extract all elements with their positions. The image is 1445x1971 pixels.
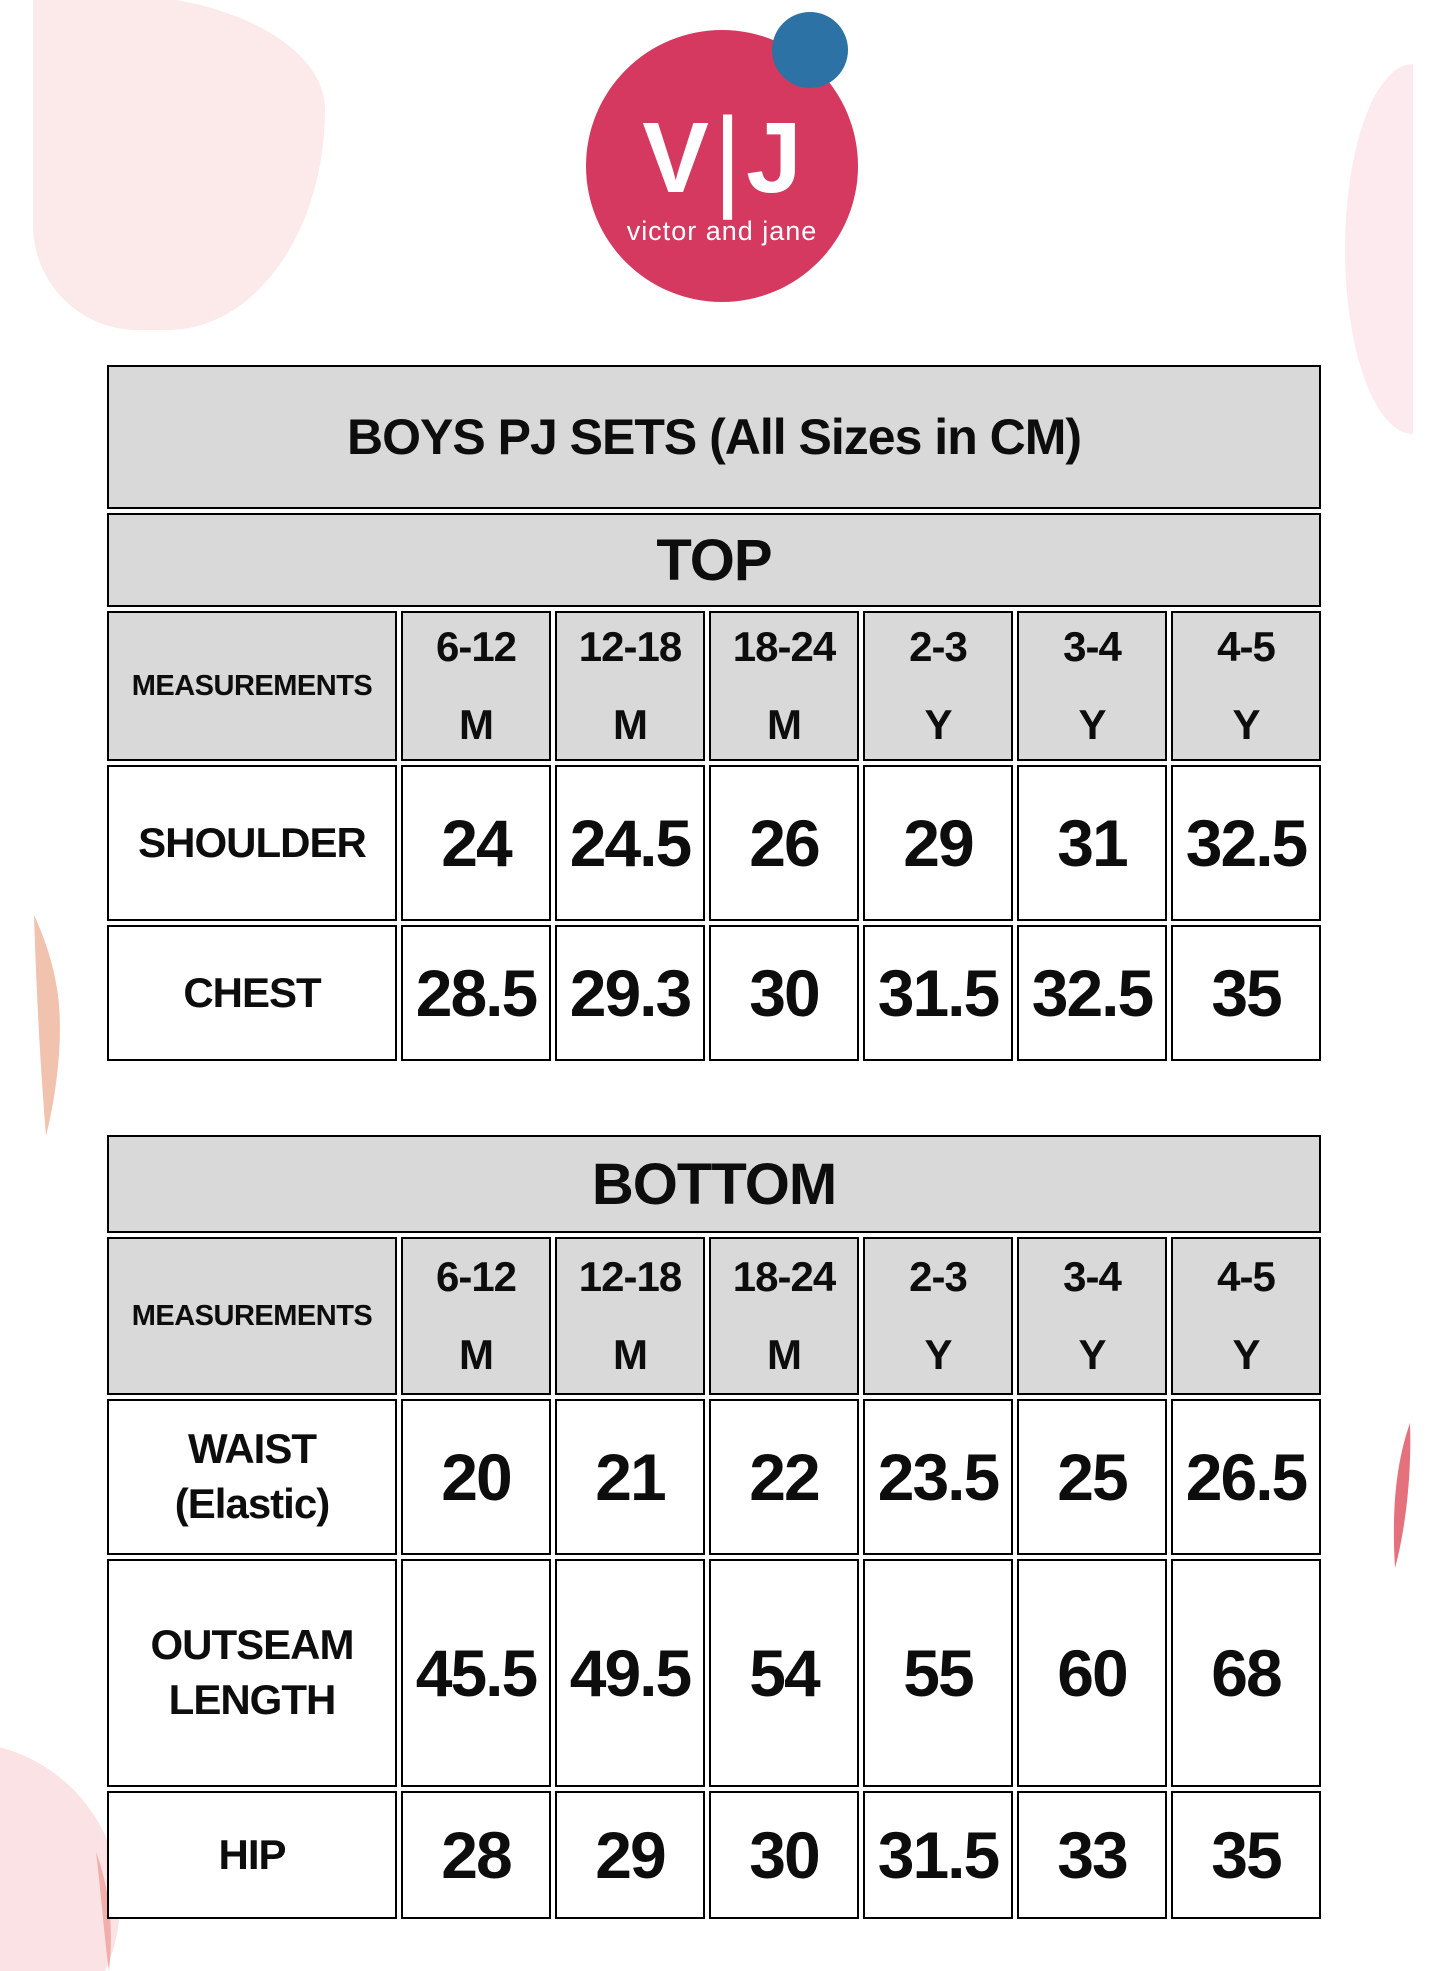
section-header-bottom: BOTTOM — [107, 1135, 1322, 1233]
size-table-top: BOYS PJ SETS (All Sizes in CM) TOP MEASU… — [103, 361, 1325, 1065]
table-row: OUTSEAM LENGTH 45.5 49.5 54 55 60 68 — [107, 1559, 1322, 1787]
column-header: 3-4 Y — [1017, 611, 1167, 761]
size-value: 24 — [401, 765, 551, 921]
size-value: 35 — [1171, 925, 1322, 1061]
table-row: CHEST 28.5 29.3 30 31.5 32.5 35 — [107, 925, 1322, 1061]
size-table-bottom: BOTTOM MEASUREMENTS 6-12 M 12-18 M 18-24 M … — [103, 1131, 1325, 1923]
size-value: 30 — [709, 1791, 859, 1919]
size-value: 60 — [1017, 1559, 1167, 1787]
section-header-top: TOP — [107, 513, 1322, 607]
monogram-v: V — [642, 102, 709, 214]
table-row: HIP 28 29 30 31.5 33 35 — [107, 1791, 1322, 1919]
size-value: 23.5 — [863, 1399, 1013, 1555]
salmon-crescent-left — [34, 915, 60, 1136]
size-value: 20 — [401, 1399, 551, 1555]
column-header: 4-5 Y — [1171, 611, 1322, 761]
column-header: 6-12 M — [401, 1237, 551, 1395]
column-header: 2-3 Y — [863, 1237, 1013, 1395]
row-label: CHEST — [107, 925, 397, 1061]
size-value: 28 — [401, 1791, 551, 1919]
column-header: 2-3 Y — [863, 611, 1013, 761]
size-value: 29 — [863, 765, 1013, 921]
size-value: 68 — [1171, 1559, 1322, 1787]
row-label: HIP — [107, 1791, 397, 1919]
column-header: 12-18 M — [555, 611, 705, 761]
pink-blob-top-left — [33, 0, 325, 330]
column-header: 18-24 M — [709, 1237, 859, 1395]
brand-logo: V|J victor and jane — [586, 12, 858, 302]
table-row: WAIST (Elastic) 20 21 22 23.5 25 26.5 — [107, 1399, 1322, 1555]
size-value: 24.5 — [555, 765, 705, 921]
size-value: 31.5 — [863, 1791, 1013, 1919]
logo-blue-dot — [772, 12, 848, 88]
size-value: 45.5 — [401, 1559, 551, 1787]
size-value: 22 — [709, 1399, 859, 1555]
measurements-label: MEASUREMENTS — [107, 611, 397, 761]
red-crescent-right — [1393, 1423, 1411, 1568]
size-value: 26.5 — [1171, 1399, 1322, 1555]
monogram-divider: | — [712, 95, 743, 220]
size-value: 31 — [1017, 765, 1167, 921]
size-value: 29.3 — [555, 925, 705, 1061]
measurements-label: MEASUREMENTS — [107, 1237, 397, 1395]
size-value: 55 — [863, 1559, 1013, 1787]
brand-name: victor and jane — [626, 216, 818, 246]
column-header: 12-18 M — [555, 1237, 705, 1395]
size-value: 21 — [555, 1399, 705, 1555]
size-value: 33 — [1017, 1791, 1167, 1919]
logo-monogram: V|J — [586, 88, 858, 220]
size-value: 26 — [709, 765, 859, 921]
size-value: 54 — [709, 1559, 859, 1787]
row-label: OUTSEAM LENGTH — [107, 1559, 397, 1787]
size-value: 28.5 — [401, 925, 551, 1061]
size-value: 30 — [709, 925, 859, 1061]
pink-circle-bottom-left — [0, 1742, 120, 1971]
column-header: 18-24 M — [709, 611, 859, 761]
size-value: 32.5 — [1171, 765, 1322, 921]
chart-title: BOYS PJ SETS (All Sizes in CM) — [107, 365, 1322, 509]
row-label: SHOULDER — [107, 765, 397, 921]
size-value: 31.5 — [863, 925, 1013, 1061]
row-label: WAIST (Elastic) — [107, 1399, 397, 1555]
size-value: 32.5 — [1017, 925, 1167, 1061]
size-value: 29 — [555, 1791, 705, 1919]
pink-half-ellipse-top-right — [1345, 64, 1413, 434]
size-value: 35 — [1171, 1791, 1322, 1919]
column-header: 3-4 Y — [1017, 1237, 1167, 1395]
size-value: 25 — [1017, 1399, 1167, 1555]
column-header: 6-12 M — [401, 611, 551, 761]
column-header: 4-5 Y — [1171, 1237, 1322, 1395]
size-value: 49.5 — [555, 1559, 705, 1787]
monogram-j: J — [746, 102, 802, 214]
table-row: SHOULDER 24 24.5 26 29 31 32.5 — [107, 765, 1322, 921]
